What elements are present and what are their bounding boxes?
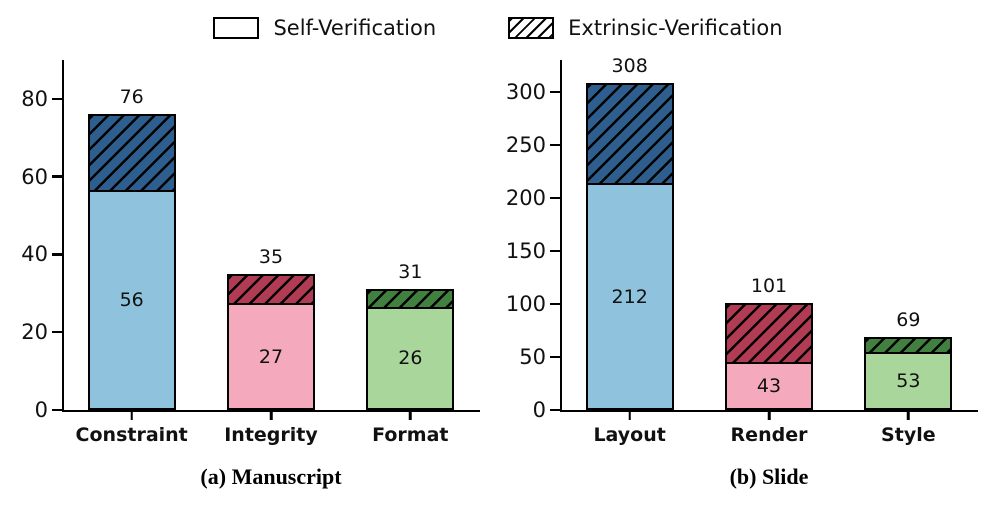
bar-format: 26	[366, 289, 455, 410]
y-tick-label: 50	[519, 344, 546, 369]
bar-style: 53	[864, 336, 953, 410]
plot-area-manuscript: 0 20 40 60 80 56 76 Constraint 27 35 Integrity 26 31…	[21, 60, 480, 446]
y-tick-label: 200	[505, 185, 546, 210]
bar-segment-self: 53	[866, 351, 951, 408]
legend-item-self-verification: Self-Verification	[213, 16, 436, 40]
axes-manuscript	[62, 60, 480, 412]
y-tick-mark	[550, 90, 560, 94]
y-tick-mark	[550, 143, 560, 147]
bar-segment-extrinsic	[229, 275, 313, 303]
y-tick-label: 40	[21, 242, 48, 267]
bar-segment-extrinsic	[727, 304, 811, 363]
category-label-layout: Layout	[593, 424, 666, 446]
y-tick-mark	[550, 355, 560, 359]
bar-segment-self: 27	[229, 303, 313, 408]
x-tick-mark	[409, 412, 412, 420]
total-value-label: 35	[258, 245, 284, 268]
y-tick-mark	[550, 196, 560, 200]
caption-manuscript: (a) Manuscript	[200, 464, 342, 489]
y-tick-label: 300	[505, 79, 546, 104]
legend-item-extrinsic-verification: Extrinsic-Verification	[508, 16, 783, 40]
bar-segment-self: 56	[89, 190, 174, 408]
chart-slide: 0 50 100 150 200 250 300 212 308 Layout 43 101 Rende…	[498, 55, 996, 490]
self-value-label: 27	[258, 345, 284, 368]
bar-segment-self: 212	[587, 183, 672, 408]
bar-segment-extrinsic	[587, 85, 672, 184]
y-tick-label: 150	[505, 238, 546, 263]
x-tick-mark	[269, 412, 273, 420]
total-value-label: 31	[398, 261, 423, 284]
y-tick-mark	[550, 302, 560, 306]
bar-segment-self: 26	[368, 306, 453, 408]
y-tick-label: 250	[505, 132, 546, 157]
y-tick-mark	[52, 330, 62, 334]
y-tick-label: 0	[532, 398, 546, 422]
x-tick-mark	[628, 412, 631, 420]
x-tick-mark	[130, 412, 133, 420]
x-tick-mark	[907, 412, 910, 420]
bar-render: 43	[725, 302, 813, 410]
total-value-label: 101	[750, 274, 788, 297]
y-tick-label: 0	[34, 398, 48, 422]
bar-segment-extrinsic	[866, 338, 951, 352]
y-tick-mark	[52, 408, 62, 412]
plot-area-slide: 0 50 100 150 200 250 300 212 308 Layout 43 101 Rende…	[506, 55, 978, 446]
y-tick-mark	[52, 253, 62, 256]
y-tick-label: 60	[21, 164, 48, 189]
extrinsic-verification-swatch-icon	[508, 17, 555, 39]
legend-label-extrinsic: Extrinsic-Verification	[568, 16, 783, 40]
category-label-integrity: Integrity	[224, 424, 318, 446]
charts-row: 0 20 40 60 80 56 76 Constraint 27 35 Integrity 26 31…	[0, 55, 996, 490]
total-value-label: 69	[896, 308, 921, 331]
category-label-style: Style	[881, 424, 936, 446]
total-value-label: 308	[611, 55, 648, 78]
bar-layout: 212	[585, 83, 674, 410]
x-tick-mark	[767, 412, 771, 420]
bar-segment-self: 43	[727, 362, 811, 408]
caption-slide: (b) Slide	[729, 464, 809, 489]
self-value-label: 56	[119, 289, 144, 312]
legend: Self-Verification Extrinsic-Verification	[0, 16, 996, 40]
bar-segment-extrinsic	[89, 116, 174, 191]
chart-manuscript: 0 20 40 60 80 56 76 Constraint 27 35 Integrity 26 31…	[0, 60, 498, 490]
self-value-label: 26	[398, 347, 423, 370]
legend-label-self: Self-Verification	[273, 16, 437, 40]
bar-segment-extrinsic	[368, 291, 453, 307]
y-tick-mark	[52, 97, 62, 101]
self-value-label: 43	[756, 375, 782, 398]
bar-constraint: 56	[87, 114, 176, 410]
y-tick-mark	[52, 175, 62, 178]
y-tick-label: 20	[21, 320, 48, 345]
y-tick-label: 80	[21, 86, 48, 111]
category-label-render: Render	[730, 424, 808, 446]
self-verification-swatch-icon	[213, 17, 260, 39]
category-label-constraint: Constraint	[75, 424, 188, 446]
self-value-label: 53	[896, 369, 921, 392]
y-tick-mark	[550, 408, 560, 412]
axes-slide	[560, 60, 978, 412]
category-label-format: Format	[372, 424, 449, 446]
bar-integrity: 27	[227, 273, 315, 410]
self-value-label: 212	[611, 285, 648, 308]
y-tick-label: 100	[505, 291, 546, 316]
total-value-label: 76	[119, 86, 144, 109]
y-tick-mark	[550, 249, 560, 253]
